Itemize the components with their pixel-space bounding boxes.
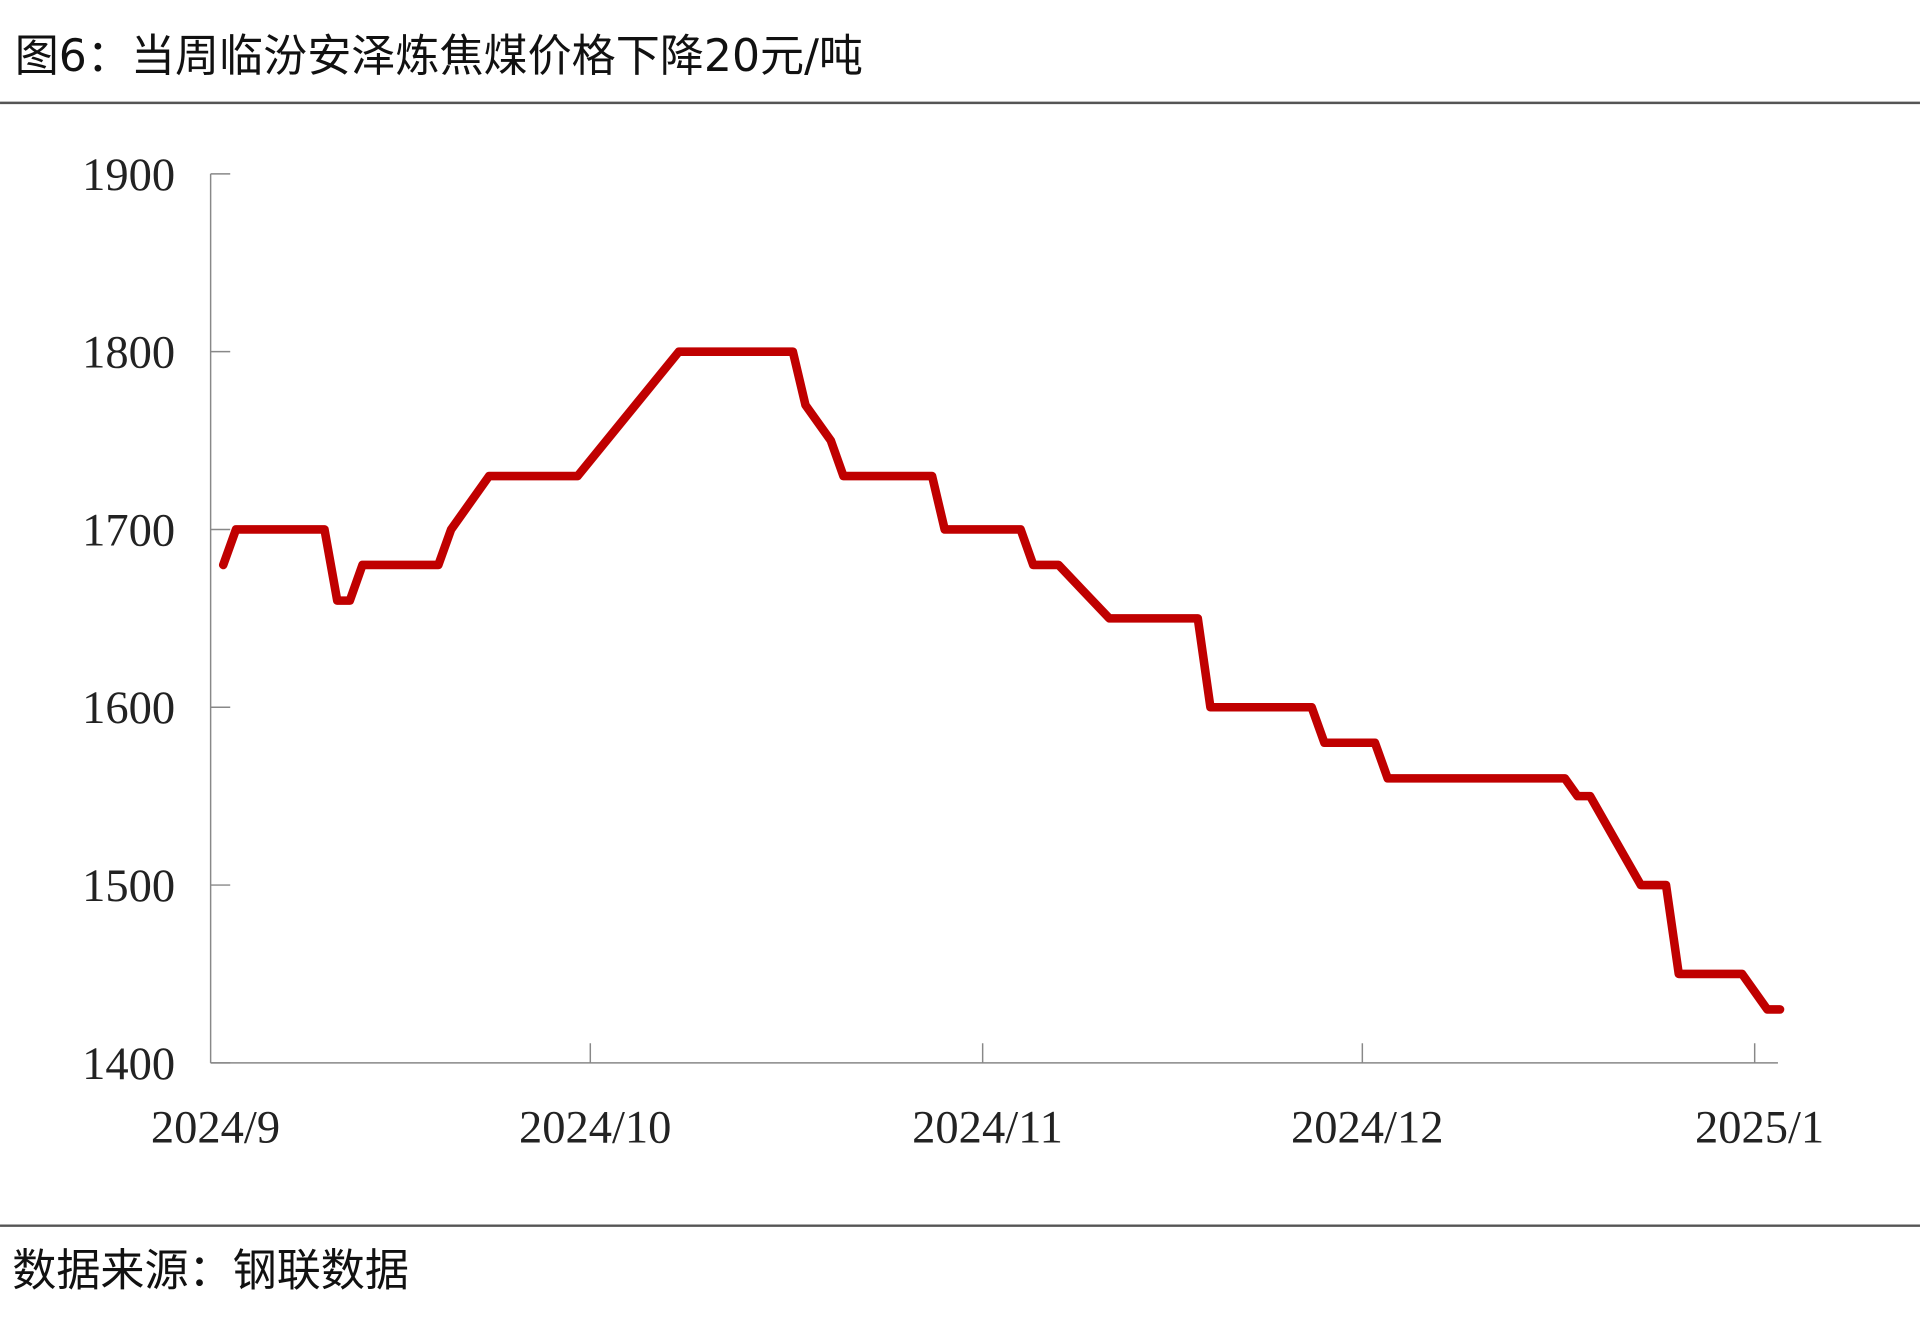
data-points <box>223 351 1781 1010</box>
y-tick-label: 1400 <box>82 1039 175 1090</box>
axes <box>209 173 1778 1064</box>
x-tick-label: 2025/1 <box>1695 1102 1824 1153</box>
series-line <box>218 347 1785 1014</box>
y-tick-label: 1500 <box>82 861 175 912</box>
y-tick-label: 1600 <box>82 683 175 734</box>
y-tick-label: 1800 <box>82 328 175 379</box>
x-ticks: 2024/9 2024/10 2024/11 2024/12 2025/1 <box>151 1043 1824 1153</box>
x-tick-label: 2024/12 <box>1291 1102 1443 1153</box>
y-tick-label: 1700 <box>82 505 175 556</box>
source-note: 数据来源：钢联数据 <box>12 1246 409 1297</box>
y-ticks: 1400 1500 1600 1700 1800 1900 <box>82 150 231 1090</box>
x-tick-label: 2024/9 <box>151 1102 280 1153</box>
y-tick-label: 1900 <box>82 150 175 201</box>
x-tick-label: 2024/10 <box>519 1102 671 1153</box>
chart-title: 图6：当周临汾安泽炼焦煤价格下降20元/吨 <box>15 31 863 82</box>
x-tick-label: 2024/11 <box>912 1102 1063 1153</box>
